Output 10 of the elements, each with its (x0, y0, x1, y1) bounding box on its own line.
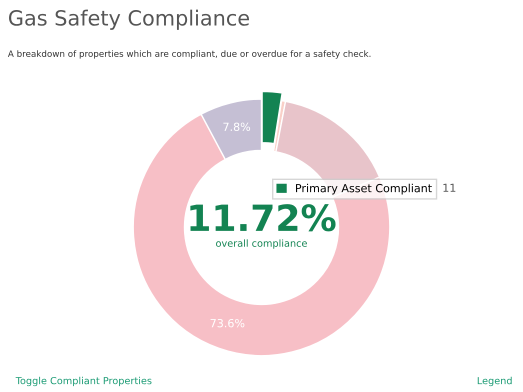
chart-title: Gas Safety Compliance (9, 10, 250, 30)
text: overall compliance (216, 239, 307, 249)
chart-subtitle: A breakdown of properties which are compliant, due or overdue for a safety check. (8, 50, 370, 59)
text: Toggle Compliant Properties (16, 376, 152, 386)
data-label: 73.6% (210, 318, 244, 328)
text: Legend (478, 376, 512, 386)
text: 11 (443, 184, 456, 192)
data-label: 7.8% (223, 122, 250, 132)
text: 11.72% (190, 204, 336, 232)
legend-label: Primary Asset Compliant (296, 184, 432, 194)
